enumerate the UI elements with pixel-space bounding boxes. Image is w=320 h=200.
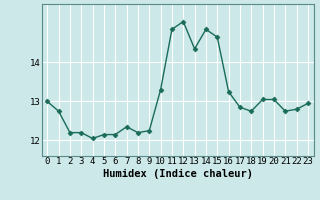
X-axis label: Humidex (Indice chaleur): Humidex (Indice chaleur) [103, 169, 252, 179]
